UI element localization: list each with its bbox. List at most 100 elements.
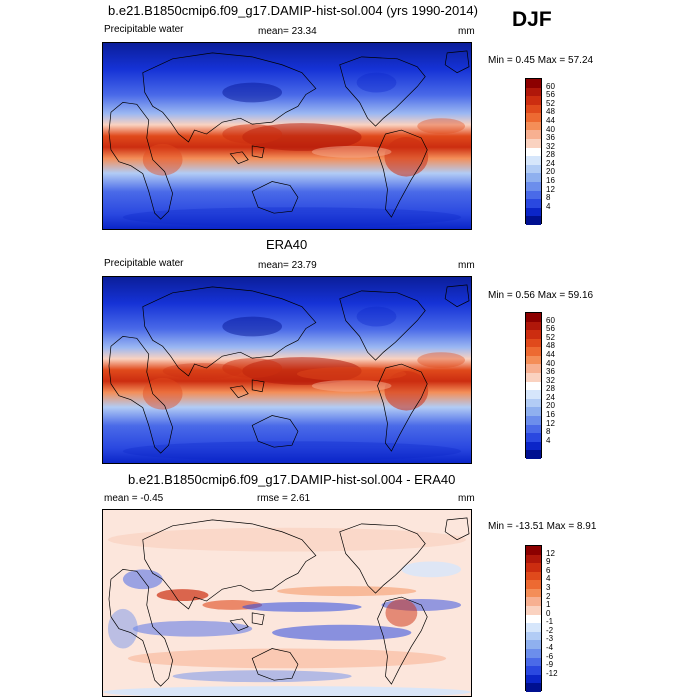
colorbar-swatch — [526, 571, 541, 581]
coastline — [339, 523, 426, 594]
colorbar-tick-label: 12 — [546, 184, 555, 194]
colorbar-swatch — [526, 104, 541, 114]
panel3-units-label: mm — [458, 493, 475, 504]
colorbar-swatch — [526, 666, 541, 675]
colorbar-swatch — [526, 398, 541, 408]
panel3-mean-label: mean = -0.45 — [104, 493, 164, 504]
colorbar-swatch — [526, 554, 541, 564]
colorbar-tick-label: -4 — [546, 643, 554, 653]
colorbar-tick-label: 24 — [546, 158, 555, 168]
colorbar-swatch — [526, 381, 541, 391]
colorbar-swatch — [526, 313, 541, 322]
colorbar-swatch — [526, 216, 541, 225]
coastline — [339, 56, 426, 127]
season-label: DJF — [512, 8, 552, 31]
colorbar-swatch — [526, 173, 541, 182]
colorbar-swatch — [526, 683, 541, 692]
colorbar-swatch — [526, 580, 541, 589]
panel2-mean-label: mean= 23.79 — [258, 260, 317, 271]
panel3-minmax-label: Min = -13.51 Max = 8.91 — [488, 521, 597, 532]
colorbar-swatch — [526, 207, 541, 217]
colorbar-tick-label: 40 — [546, 358, 555, 368]
colorbar-swatch — [526, 199, 541, 208]
coastline — [142, 519, 317, 610]
colorbar-swatch — [526, 130, 541, 140]
colorbar-tick-label: 44 — [546, 349, 555, 359]
colorbar-swatch — [526, 623, 541, 632]
colorbar-swatch — [526, 79, 541, 88]
colorbar-swatch — [526, 614, 541, 624]
colorbar-tick-label: 32 — [546, 375, 555, 385]
colorbar-tick-label: 4 — [546, 201, 551, 211]
panel3-colorbar — [525, 545, 542, 692]
colorbar-tick-label: 6 — [546, 565, 551, 575]
colorbar-tick-label: 8 — [546, 193, 551, 203]
panel1-left-label: Precipitable water — [104, 24, 184, 35]
coastline — [444, 284, 470, 308]
colorbar-tick-label: 28 — [546, 150, 555, 160]
colorbar-tick-label: 56 — [546, 90, 555, 100]
panel2-colorbar — [525, 312, 542, 459]
colorbar-swatch — [526, 147, 541, 157]
colorbar-tick-label: 9 — [546, 557, 551, 567]
panel1-units-label: mm — [458, 26, 475, 37]
colorbar-tick-label: 56 — [546, 324, 555, 334]
coastline — [229, 618, 249, 632]
colorbar-tick-label: 4 — [546, 435, 551, 445]
coastline — [339, 290, 426, 361]
panel2-map — [102, 276, 472, 464]
coastline — [229, 151, 249, 165]
coastline — [377, 363, 428, 452]
colorbar-swatch — [526, 648, 541, 658]
colorbar-tick-label: 24 — [546, 392, 555, 402]
coastline — [108, 101, 173, 220]
colorbar-tick-label: 52 — [546, 332, 555, 342]
colorbar-swatch — [526, 563, 541, 572]
coastline — [444, 50, 470, 74]
colorbar-swatch — [526, 87, 541, 97]
colorbar-swatch — [526, 338, 541, 348]
colorbar-swatch — [526, 674, 541, 684]
colorbar-swatch — [526, 113, 541, 122]
colorbar-swatch — [526, 606, 541, 615]
colorbar-swatch — [526, 390, 541, 399]
colorbar-tick-label: 16 — [546, 176, 555, 186]
panel1-map — [102, 42, 472, 230]
coastline — [377, 596, 428, 685]
colorbar-tick-label: 12 — [546, 418, 555, 428]
colorbar-tick-label: -9 — [546, 660, 554, 670]
colorbar-tick-label: 40 — [546, 124, 555, 134]
panel3-map — [102, 509, 472, 697]
panel1-title: b.e21.B1850cmip6.f09_g17.DAMIP-hist-sol.… — [108, 3, 478, 18]
coastline — [142, 52, 317, 143]
panel2-left-label: Precipitable water — [104, 258, 184, 269]
colorbar-swatch — [526, 330, 541, 339]
panel1-colorbar — [525, 78, 542, 225]
colorbar-tick-label: 60 — [546, 315, 555, 325]
colorbar-tick-label: -1 — [546, 617, 554, 627]
colorbar-tick-label: 4 — [546, 574, 551, 584]
colorbar-tick-label: -3 — [546, 634, 554, 644]
colorbar-swatch — [526, 588, 541, 598]
colorbar-swatch — [526, 355, 541, 365]
colorbar-tick-label: 1 — [546, 600, 551, 610]
colorbar-tick-label: -12 — [546, 668, 558, 678]
colorbar-swatch — [526, 164, 541, 174]
colorbar-swatch — [526, 347, 541, 356]
coastline — [251, 145, 265, 159]
colorbar-tick-label: 36 — [546, 133, 555, 143]
panel3-rmse-label: rmse = 2.61 — [257, 493, 311, 504]
colorbar-swatch — [526, 121, 541, 131]
colorbar-swatch — [526, 424, 541, 434]
coastline — [251, 415, 299, 448]
colorbar-swatch — [526, 364, 541, 374]
colorbar-swatch — [526, 96, 541, 105]
colorbar-tick-label: 20 — [546, 401, 555, 411]
colorbar-tick-label: 44 — [546, 115, 555, 125]
coastline — [251, 612, 265, 626]
panel3-title: b.e21.B1850cmip6.f09_g17.DAMIP-hist-sol.… — [128, 472, 456, 487]
panel1-minmax-label: Min = 0.45 Max = 57.24 — [488, 55, 594, 66]
colorbar-swatch — [526, 631, 541, 641]
coastline — [444, 517, 470, 541]
colorbar-tick-label: 2 — [546, 591, 551, 601]
